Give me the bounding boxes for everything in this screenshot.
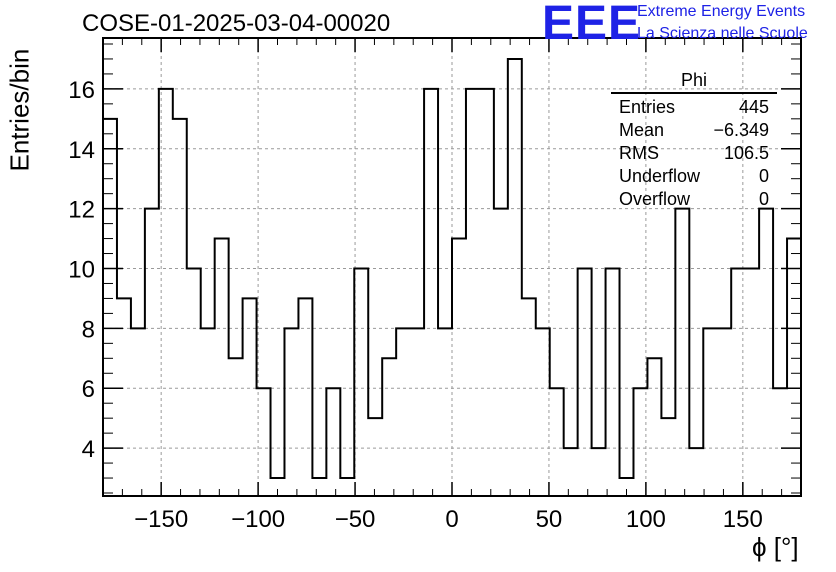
histogram-bin [438, 328, 452, 496]
histogram-bin [382, 358, 396, 496]
histogram-bin [103, 119, 117, 496]
stats-value: −6.349 [713, 120, 769, 140]
stats-row-overflow: Overflow 0 [611, 188, 777, 211]
histogram-bin [326, 388, 340, 496]
histogram-series-line [103, 57, 801, 480]
y-tick-label: 6 [82, 376, 95, 403]
logo-line-1: Extreme Energy Events [637, 3, 806, 20]
histogram-bin [243, 298, 257, 496]
histogram-bin [633, 388, 647, 496]
stats-row-entries: Entries 445 [611, 96, 777, 119]
histogram-bin [145, 209, 159, 496]
y-tick-label: 10 [68, 256, 95, 283]
stats-label: Entries [619, 97, 676, 117]
x-tick-label: 50 [536, 506, 563, 533]
y-axis-label: Entries/bin [4, 48, 35, 172]
histogram-bin [522, 298, 536, 496]
y-tick-label: 14 [68, 137, 95, 164]
x-tick-label: −150 [134, 506, 188, 533]
histogram-bin [703, 328, 717, 496]
histogram-bin [773, 388, 787, 496]
histogram-bin [647, 358, 661, 496]
x-tick-label: 0 [445, 506, 458, 533]
histogram-bin [759, 209, 773, 496]
histogram-bin [215, 239, 229, 496]
histogram-bin [284, 328, 298, 496]
histogram-bin [312, 478, 326, 496]
histogram-bin [229, 358, 243, 496]
histogram-bin [257, 388, 271, 496]
y-tick-label: 4 [82, 436, 95, 463]
histogram-bin [536, 328, 550, 496]
histogram-bin [410, 328, 424, 496]
histogram-bin [564, 448, 578, 496]
histogram-bin [131, 328, 145, 496]
chart-title: COSE-01-2025-03-04-00020 [82, 10, 391, 37]
y-tick-label: 12 [68, 197, 95, 224]
histogram-bin [368, 418, 382, 496]
y-tick-label: 16 [68, 77, 95, 104]
stats-label: Overflow [619, 189, 691, 209]
stats-title: Phi [611, 70, 777, 94]
histogram-bin [787, 239, 801, 496]
histogram-bin [675, 209, 689, 496]
histogram-bin [508, 59, 522, 496]
histogram-bin [494, 209, 508, 496]
histogram-bin [340, 478, 354, 496]
stats-row-mean: Mean −6.349 [611, 119, 777, 142]
stats-value: 0 [758, 189, 769, 209]
histogram-bin [661, 418, 675, 496]
histogram-bin [466, 89, 480, 496]
x-tick-label: 150 [723, 506, 763, 533]
histogram-bin [606, 268, 620, 496]
histogram-bin [159, 89, 173, 496]
stats-label: Mean [619, 120, 665, 140]
stats-row-underflow: Underflow 0 [611, 165, 777, 188]
x-axis-label: ϕ [°] [752, 532, 799, 562]
y-tick-label: 8 [82, 316, 95, 343]
logo-line-2: La Scienza nelle Scuole [637, 25, 808, 42]
stats-label: Underflow [619, 166, 701, 186]
histogram-bin [550, 388, 564, 496]
histogram-bin [717, 328, 731, 496]
histogram-bin [354, 268, 368, 496]
x-tick-label: 100 [626, 506, 666, 533]
x-tick-label: −50 [335, 506, 376, 533]
histogram-bin [480, 89, 494, 496]
histogram-bin [201, 328, 215, 496]
histogram-bin [187, 268, 201, 496]
stats-box: Phi Entries 445 Mean −6.349 RMS 106.5 Un… [611, 70, 777, 211]
histogram-bin [396, 328, 410, 496]
stats-row-rms: RMS 106.5 [611, 142, 777, 165]
eee-logo: EEE [542, 0, 642, 50]
histogram-bin [689, 448, 703, 496]
x-tick-label: −100 [231, 506, 285, 533]
stats-label: RMS [619, 143, 659, 163]
histogram-bin [745, 268, 759, 496]
histogram-bin [452, 239, 466, 496]
stats-value: 0 [758, 166, 769, 186]
histogram-bin [731, 268, 745, 496]
histogram-bin [424, 89, 438, 496]
histogram-bin [298, 298, 312, 496]
histogram-bin [578, 268, 592, 496]
histogram-bin [173, 119, 187, 496]
histogram-bin [592, 448, 606, 496]
stats-value: 106.5 [723, 143, 769, 163]
stats-value: 445 [738, 97, 769, 117]
